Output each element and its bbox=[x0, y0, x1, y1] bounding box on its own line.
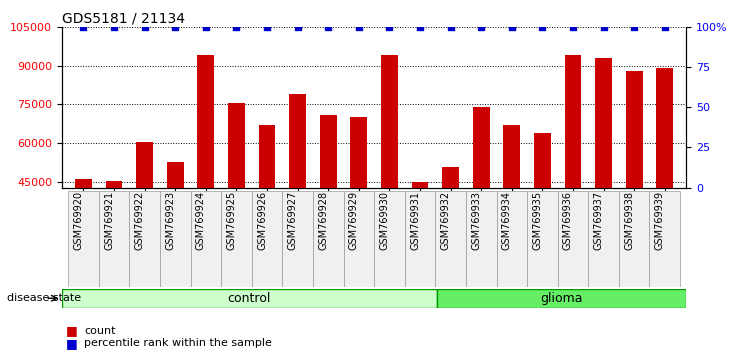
Bar bbox=[167, 162, 184, 299]
Text: GSM769931: GSM769931 bbox=[410, 191, 420, 250]
Point bbox=[169, 24, 181, 30]
Bar bbox=[412, 182, 429, 299]
Bar bbox=[466, 191, 496, 287]
Bar bbox=[437, 289, 686, 308]
Text: disease state: disease state bbox=[7, 293, 82, 303]
Bar bbox=[558, 191, 588, 287]
Point bbox=[139, 24, 150, 30]
Point bbox=[414, 24, 426, 30]
Point bbox=[506, 24, 518, 30]
Text: GSM769921: GSM769921 bbox=[104, 191, 114, 250]
Bar bbox=[626, 71, 642, 299]
Bar bbox=[137, 142, 153, 299]
Bar bbox=[160, 191, 191, 287]
Point bbox=[292, 24, 304, 30]
Bar bbox=[374, 191, 404, 287]
Text: GSM769935: GSM769935 bbox=[532, 191, 542, 250]
Text: GSM769936: GSM769936 bbox=[563, 191, 573, 250]
Text: GSM769938: GSM769938 bbox=[624, 191, 634, 250]
Bar bbox=[320, 115, 337, 299]
Text: ■: ■ bbox=[66, 337, 77, 350]
Text: GSM769923: GSM769923 bbox=[165, 191, 175, 250]
Bar bbox=[381, 55, 398, 299]
Text: GSM769937: GSM769937 bbox=[593, 191, 604, 250]
Bar bbox=[197, 55, 215, 299]
Text: GSM769932: GSM769932 bbox=[441, 191, 450, 250]
Text: GSM769925: GSM769925 bbox=[226, 191, 237, 250]
Bar bbox=[62, 289, 437, 308]
Point bbox=[200, 24, 212, 30]
Text: percentile rank within the sample: percentile rank within the sample bbox=[84, 338, 272, 348]
Bar bbox=[588, 191, 619, 287]
Text: GSM769928: GSM769928 bbox=[318, 191, 328, 250]
Bar bbox=[68, 191, 99, 287]
Bar bbox=[435, 191, 466, 287]
Text: count: count bbox=[84, 326, 115, 336]
Bar bbox=[99, 191, 129, 287]
Bar bbox=[534, 133, 551, 299]
Point bbox=[383, 24, 395, 30]
Text: GSM769939: GSM769939 bbox=[655, 191, 665, 250]
Text: GSM769922: GSM769922 bbox=[134, 191, 145, 250]
Bar bbox=[129, 191, 160, 287]
Bar bbox=[283, 191, 313, 287]
Point bbox=[659, 24, 671, 30]
Bar bbox=[191, 191, 221, 287]
Point bbox=[629, 24, 640, 30]
Bar bbox=[350, 118, 367, 299]
Point bbox=[475, 24, 487, 30]
Bar bbox=[656, 68, 673, 299]
Bar bbox=[619, 191, 650, 287]
Point bbox=[598, 24, 610, 30]
Point bbox=[445, 24, 456, 30]
Bar bbox=[228, 103, 245, 299]
Bar bbox=[252, 191, 283, 287]
Point bbox=[353, 24, 365, 30]
Bar bbox=[564, 55, 581, 299]
Text: GSM769933: GSM769933 bbox=[471, 191, 481, 250]
Bar bbox=[75, 178, 92, 299]
Text: ■: ■ bbox=[66, 325, 77, 337]
Point bbox=[108, 24, 120, 30]
Bar bbox=[344, 191, 374, 287]
Bar bbox=[527, 191, 558, 287]
Point bbox=[567, 24, 579, 30]
Bar bbox=[496, 191, 527, 287]
Bar bbox=[404, 191, 435, 287]
Point bbox=[231, 24, 242, 30]
Bar bbox=[595, 58, 612, 299]
Text: glioma: glioma bbox=[540, 292, 583, 305]
Bar bbox=[258, 125, 275, 299]
Point bbox=[323, 24, 334, 30]
Text: GDS5181 / 21134: GDS5181 / 21134 bbox=[62, 11, 185, 25]
Bar bbox=[504, 125, 520, 299]
Text: GSM769927: GSM769927 bbox=[288, 191, 298, 250]
Text: GSM769930: GSM769930 bbox=[380, 191, 389, 250]
Text: GSM769926: GSM769926 bbox=[257, 191, 267, 250]
Bar bbox=[221, 191, 252, 287]
Bar bbox=[650, 191, 680, 287]
Point bbox=[261, 24, 273, 30]
Text: GSM769934: GSM769934 bbox=[502, 191, 512, 250]
Bar bbox=[442, 167, 459, 299]
Text: GSM769924: GSM769924 bbox=[196, 191, 206, 250]
Text: GSM769920: GSM769920 bbox=[74, 191, 83, 250]
Bar bbox=[473, 107, 490, 299]
Point bbox=[77, 24, 89, 30]
Text: control: control bbox=[228, 292, 271, 305]
Text: GSM769929: GSM769929 bbox=[349, 191, 359, 250]
Bar bbox=[289, 94, 306, 299]
Bar bbox=[313, 191, 344, 287]
Point bbox=[537, 24, 548, 30]
Bar bbox=[106, 181, 123, 299]
